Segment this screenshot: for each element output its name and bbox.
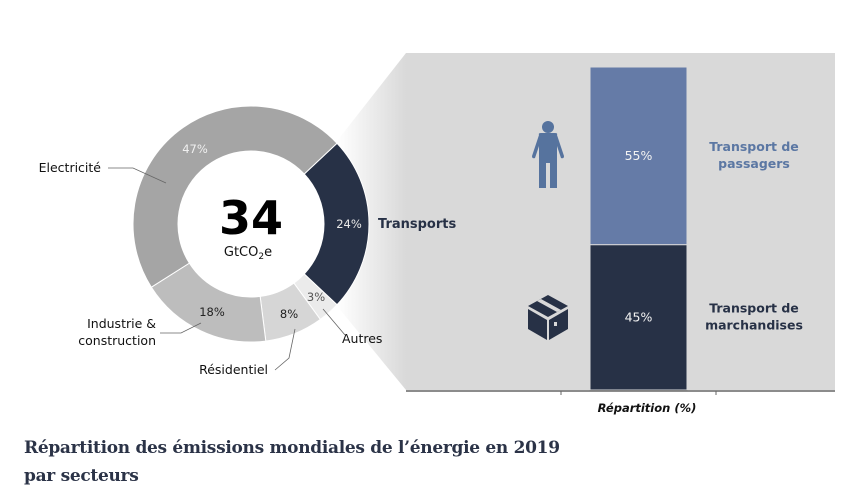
leader-line bbox=[160, 322, 202, 334]
x-axis-label: Répartition (%) bbox=[598, 401, 697, 415]
slice-category-label: Résidentiel bbox=[199, 362, 268, 377]
slice-percent-label: 47% bbox=[182, 142, 208, 156]
zoom-connector bbox=[337, 53, 406, 390]
slice-category-label: Autres bbox=[342, 331, 382, 346]
unit-subscript: 2 bbox=[258, 252, 264, 262]
leader-line bbox=[274, 328, 296, 371]
slice-percent-label: 8% bbox=[280, 307, 298, 321]
leader-line bbox=[108, 167, 167, 184]
transport-split-bar: 45% Transport de marchandises 55% Transport … bbox=[589, 66, 803, 391]
bar-series-label: Transport de marchandises bbox=[705, 300, 803, 332]
bar-value-label: 55% bbox=[625, 148, 653, 163]
person-icon bbox=[532, 121, 564, 188]
leader-line bbox=[322, 308, 346, 336]
bar-series-label: Transport de passagers bbox=[709, 139, 799, 171]
donut-slice-electricit bbox=[132, 105, 338, 288]
bar-segment-passengers bbox=[589, 66, 688, 246]
package-box-icon bbox=[528, 295, 568, 340]
unit-prefix: GtCO bbox=[224, 245, 258, 260]
slice-percent-label: 3% bbox=[307, 290, 325, 304]
donut-chart: 24% Transports 3% Autres 8% Résidentiel 18% Ind… bbox=[39, 105, 456, 377]
slice-percent-label: 18% bbox=[199, 305, 225, 319]
figure-caption: Répartition des émissions mondiales de l… bbox=[24, 438, 560, 486]
unit-suffix: e bbox=[264, 245, 272, 260]
total-unit: GtCO2e bbox=[224, 245, 272, 262]
slice-category-label: Transports bbox=[378, 217, 456, 232]
slice-percent-label: 24% bbox=[336, 217, 362, 231]
slice-category-label: Electricité bbox=[39, 160, 102, 175]
total-value: 34 bbox=[219, 191, 283, 245]
bar-segment-freight bbox=[589, 244, 688, 391]
bar-value-label: 45% bbox=[625, 309, 653, 324]
slice-category-label: Industrie & construction bbox=[78, 316, 156, 348]
